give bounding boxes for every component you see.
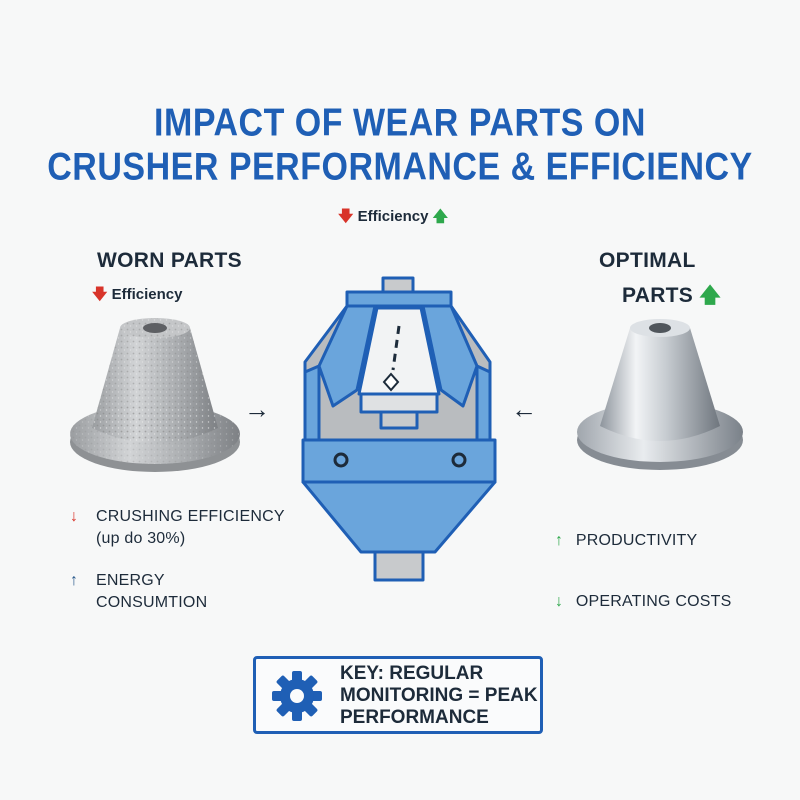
optimal-heading-line-2: PARTS 🡅	[622, 281, 721, 316]
title-line-2: CRUSHER PERFORMANCE & EFFICIENCY	[47, 145, 753, 189]
gear-icon	[272, 671, 322, 721]
up-arrow-icon: ↑	[555, 532, 564, 549]
optimal-heading-line-1: OPTIMAL	[599, 249, 696, 272]
key-line-2: MONITORING = PEAK	[340, 685, 538, 706]
down-arrow-icon: ↓	[70, 508, 79, 525]
worn-item-line-1: ENERGY	[96, 572, 165, 589]
optimal-item-text: PRODUCTIVITY	[575, 532, 698, 549]
worn-item-line-2: (up do 30%)	[96, 530, 186, 547]
arrow-left-icon: ←	[511, 394, 537, 424]
up-arrow-icon: 🡅	[699, 284, 722, 307]
optimal-item-text: OPERATING COSTS	[575, 593, 732, 610]
crusher-diagram	[301, 276, 497, 582]
worn-parts-heading: WORN PARTS	[97, 249, 242, 272]
key-line-1: KEY: REGULAR	[340, 663, 484, 684]
up-arrow-icon: ↑	[70, 572, 79, 589]
center-efficiency-text: Efficiency	[357, 208, 429, 225]
down-arrow-icon: 🡇	[338, 208, 354, 225]
key-box	[253, 656, 543, 734]
worn-efficiency-label: 🡇 Efficiency	[92, 284, 182, 309]
title-line-1: IMPACT OF WEAR PARTS ON	[154, 101, 646, 145]
worn-item-line-2: CONSUMTION	[96, 594, 208, 611]
down-arrow-icon: ↓	[555, 593, 564, 610]
optimal-item-operating-costs: ↓ OPERATING COSTS	[555, 591, 795, 613]
down-arrow-icon: 🡇	[92, 286, 108, 303]
center-efficiency-label: 🡇 Efficiency 🡅	[338, 206, 448, 231]
worn-item-energy-consumption: ↑ ENERGY CONSUMTION	[70, 570, 290, 614]
worn-efficiency-text: Efficiency	[111, 286, 183, 303]
worn-item-line-1: CRUSHING EFFICIENCY	[96, 508, 285, 525]
optimal-part-image	[577, 319, 743, 470]
key-text: KEY: REGULAR MONITORING = PEAK PERFORMAN…	[340, 663, 540, 729]
worn-item-crushing-efficiency: ↓ CRUSHING EFFICIENCY (up do 30%)	[70, 506, 290, 550]
up-arrow-icon: 🡅	[432, 208, 449, 225]
optimal-item-productivity: ↑ PRODUCTIVITY	[555, 530, 775, 552]
key-line-3: PERFORMANCE	[340, 707, 489, 728]
worn-part-image	[70, 318, 240, 472]
arrow-right-icon: →	[244, 394, 270, 424]
optimal-heading-text: PARTS	[622, 284, 694, 307]
